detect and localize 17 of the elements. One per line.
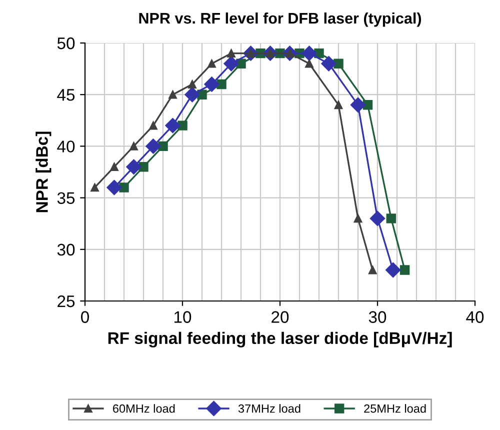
- y-tick-label: 35: [57, 192, 75, 204]
- x-tick-label: 40: [466, 311, 484, 323]
- legend-label: 60MHz load: [113, 404, 175, 413]
- y-tick-label: 50: [57, 37, 75, 50]
- x-tick-label: 20: [272, 311, 289, 323]
- x-tick-label: 0: [81, 311, 89, 323]
- y-tick-label: 45: [57, 89, 75, 101]
- y-axis-title: NPR [dBc]: [36, 132, 52, 212]
- chart-title: NPR vs. RF level for DFB laser (typical): [139, 12, 422, 27]
- x-axis-title: RF signal feeding the laser diode [dBμV/Hz]: [108, 332, 452, 348]
- legend-label: 25MHz load: [364, 404, 426, 413]
- y-tick-label: 40: [57, 140, 75, 152]
- x-tick-label: 30: [368, 311, 386, 323]
- y-tick-label: 25: [58, 295, 75, 308]
- legend-label: 37MHz load: [238, 404, 300, 413]
- x-tick-label: 10: [174, 311, 192, 323]
- y-tick-label: 30: [57, 244, 75, 256]
